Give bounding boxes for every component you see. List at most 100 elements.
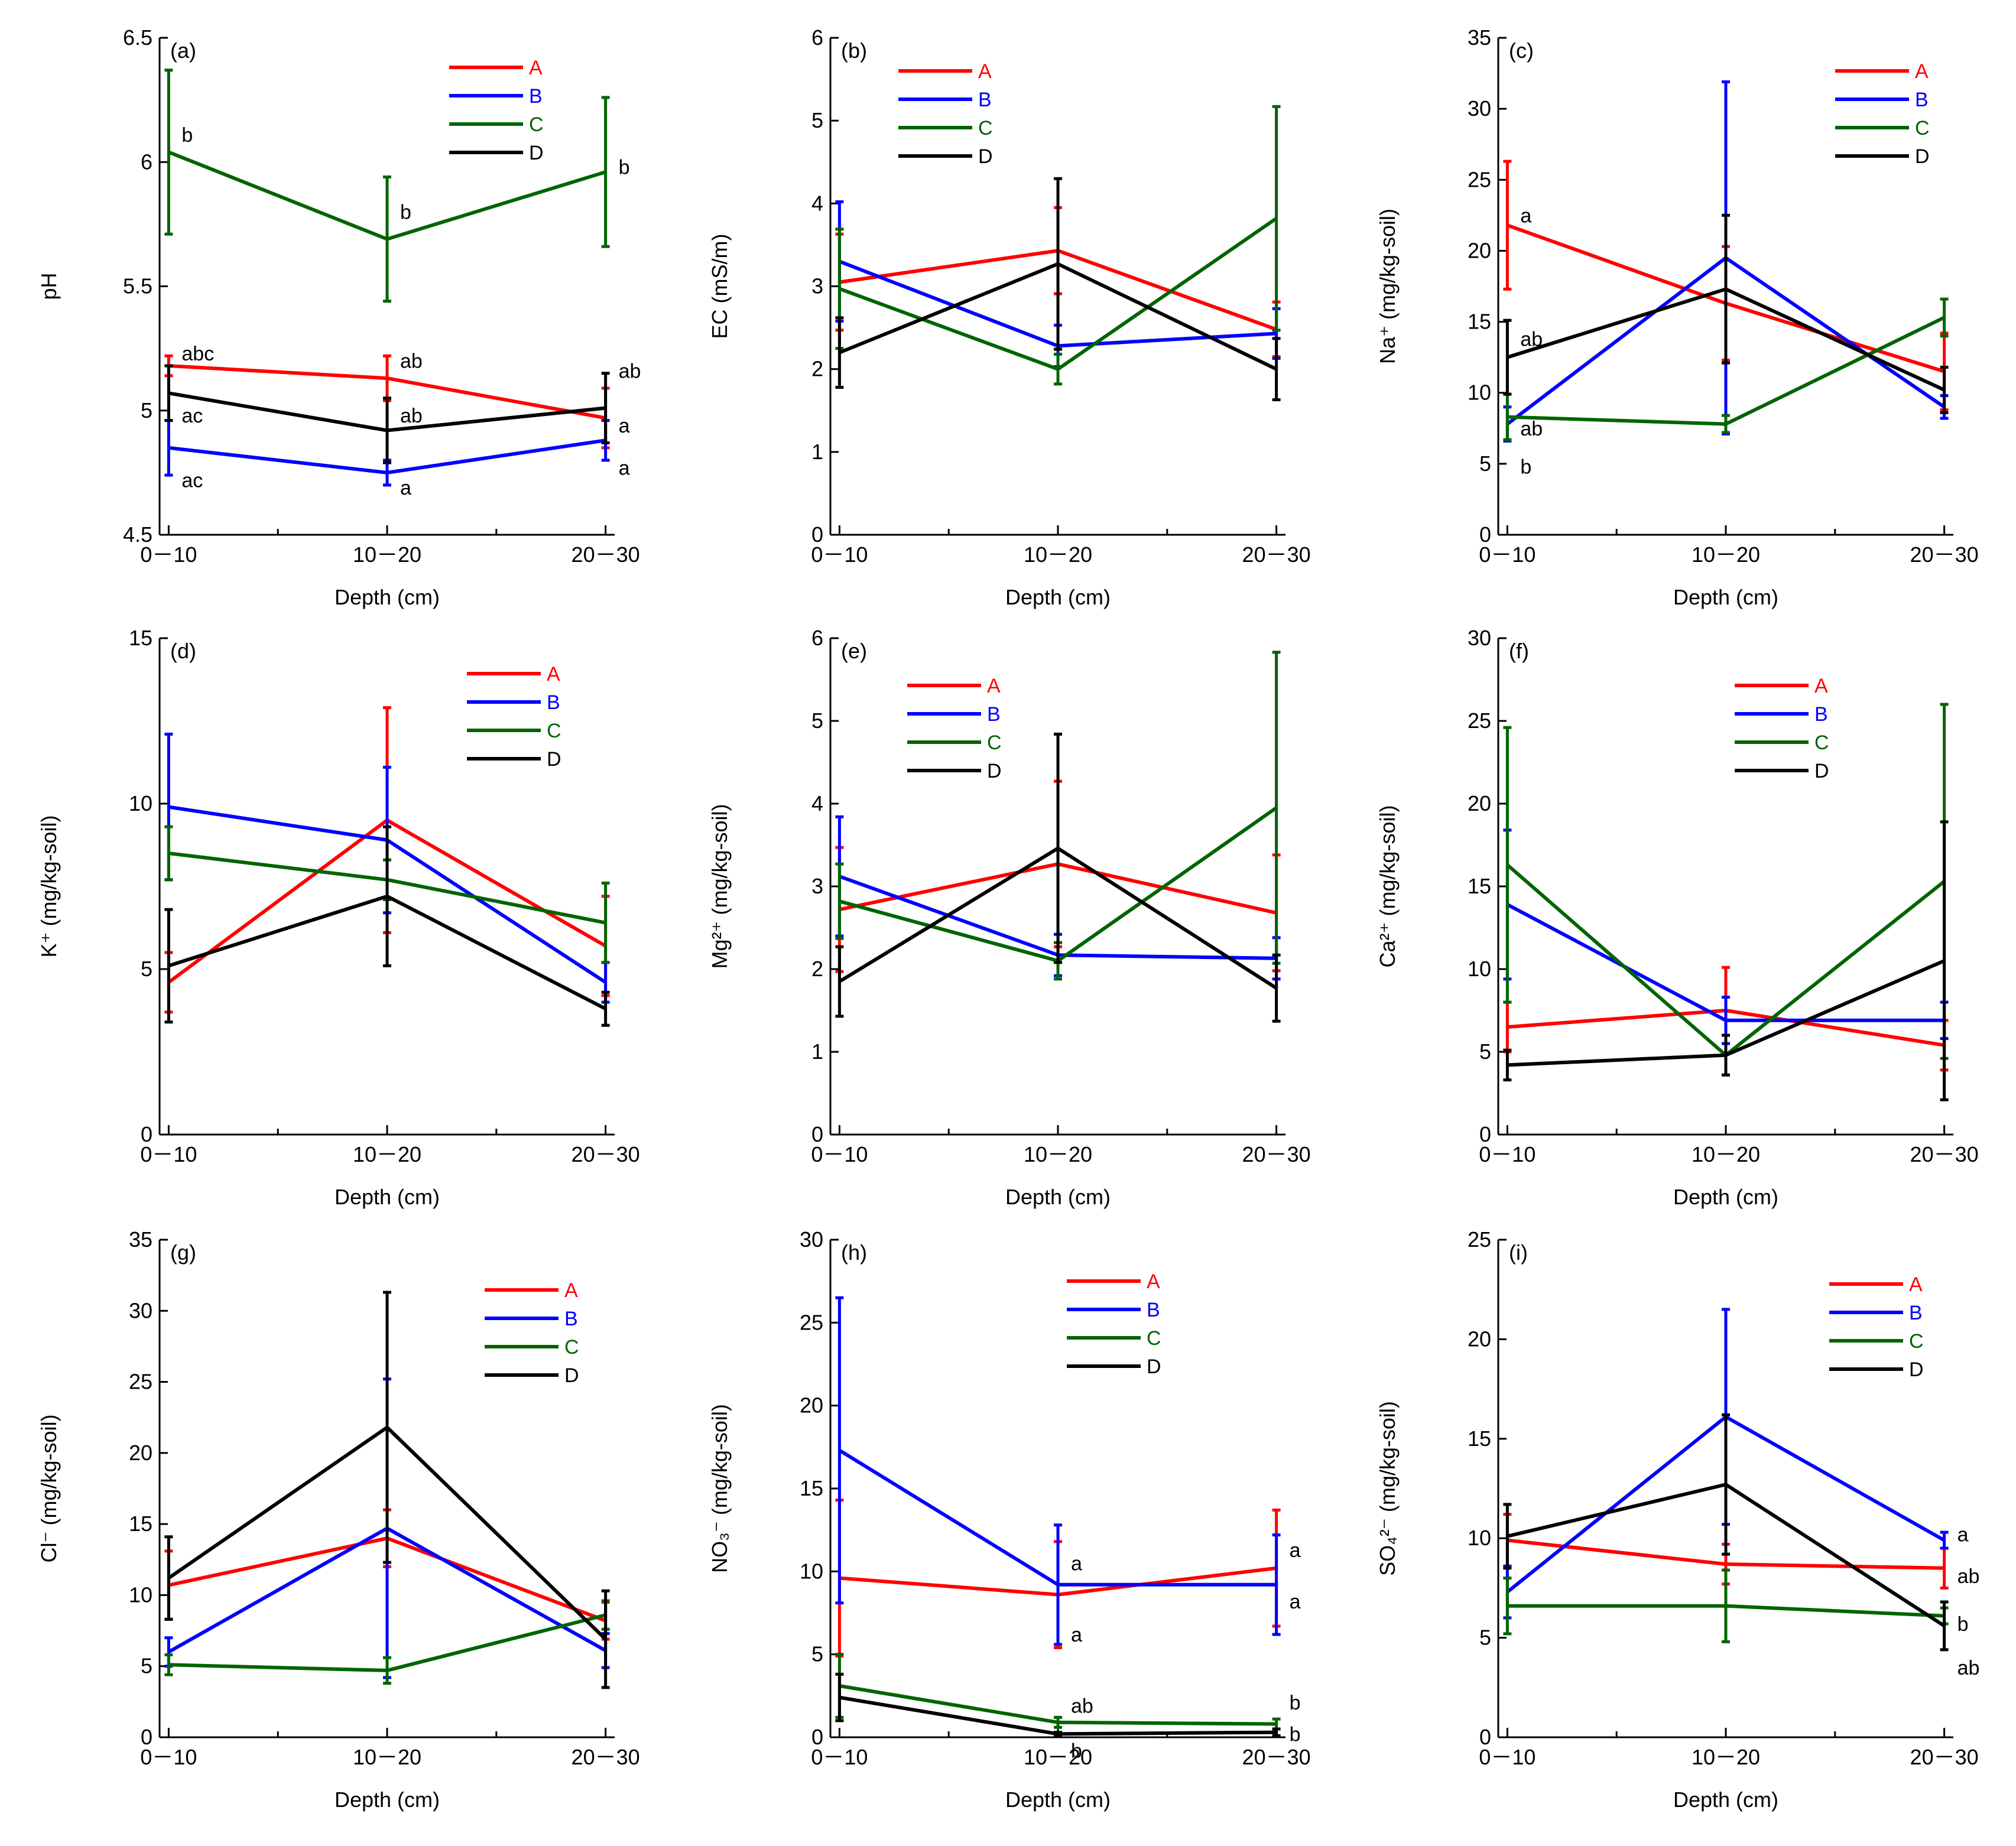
x-tick-label: 20－30 <box>1242 1745 1311 1769</box>
legend-label: A <box>1147 1270 1160 1293</box>
legend-label: D <box>564 1364 579 1387</box>
x-tick-label: 20－30 <box>1242 1142 1311 1166</box>
x-tick-label: 20－30 <box>1910 542 1979 567</box>
y-tick-label: 5.5 <box>123 274 152 298</box>
y-tick-label: 2 <box>811 357 823 381</box>
x-tick-label: 20－30 <box>1910 1142 1979 1166</box>
legend-label: B <box>1814 703 1828 726</box>
legend-label: D <box>1814 760 1829 782</box>
series-C <box>835 1653 1281 1731</box>
significance-letter: a <box>1520 204 1531 227</box>
y-tick-label: 15 <box>129 626 152 650</box>
x-tick-label: 10－20 <box>1692 1745 1760 1769</box>
x-tick-label: 10－20 <box>353 1142 421 1166</box>
legend-label: A <box>978 60 992 83</box>
significance-letter: b <box>619 157 630 179</box>
legend-label: A <box>564 1279 578 1302</box>
series-D <box>835 177 1281 402</box>
legend-label: B <box>1147 1299 1160 1321</box>
series-line <box>168 438 606 474</box>
x-tick-label: 0－10 <box>1479 542 1535 567</box>
x-tick-label: 0－10 <box>1479 1745 1535 1769</box>
significance-letter: ab <box>400 405 423 427</box>
y-tick-label: 25 <box>129 1370 152 1394</box>
y-tick-label: 25 <box>1468 167 1491 191</box>
y-tick-label: 5 <box>141 957 152 981</box>
series-line <box>168 391 606 433</box>
legend-label: B <box>1915 89 1929 111</box>
y-axis-title: SO₄²⁻ (mg/kg-soil) <box>1375 1401 1400 1576</box>
legend-label: C <box>978 117 993 139</box>
chart-panel-2: 0 1 2 3 4 5 6 0－10 10－20 20－30 Depth (cm) EC (mS/m)… <box>707 25 1311 609</box>
y-tick-label: 5 <box>141 398 152 422</box>
y-tick-label: 6 <box>141 150 152 174</box>
x-tick-label: 10－20 <box>353 1745 421 1769</box>
legend-label: A <box>1814 675 1828 697</box>
y-tick-label: 4.5 <box>123 522 152 547</box>
series-line <box>839 1684 1277 1726</box>
series-D <box>835 1672 1281 1737</box>
y-tick-label: 25 <box>1468 708 1491 733</box>
y-tick-label: 15 <box>129 1512 152 1536</box>
legend-label: A <box>529 57 543 79</box>
chart-panel-9: 0 5 10 15 20 25 0－10 10－20 20－30 Depth (cm) SO₄²⁻ … <box>1375 1227 1979 1812</box>
series-line <box>168 364 606 420</box>
y-tick-label: 3 <box>811 274 823 298</box>
legend-label: B <box>564 1308 578 1330</box>
panel-label: (f) <box>1509 639 1529 663</box>
y-axis-title: Cl⁻ (mg/kg-soil) <box>37 1414 61 1562</box>
x-tick-label: 20－30 <box>1910 1745 1979 1769</box>
significance-letter: a <box>1290 1591 1301 1613</box>
y-tick-label: 0 <box>141 1122 152 1146</box>
chart-panel-4: 0 5 10 15 0－10 10－20 20－30 Depth (cm) K⁺ (mg/kg-… <box>37 626 640 1209</box>
y-tick-label: 10 <box>1468 381 1491 405</box>
significance-letter: ab <box>1520 418 1543 440</box>
y-tick-label: 2 <box>811 957 823 981</box>
legend-label: B <box>529 85 543 108</box>
series-D <box>164 364 610 464</box>
panel-label: (d) <box>170 639 196 663</box>
y-tick-label: 4 <box>811 191 823 215</box>
significance-letter: b <box>1520 456 1531 479</box>
y-tick-label: 5 <box>1479 451 1491 476</box>
y-tick-label: 5 <box>811 708 823 733</box>
significance-letter: a <box>1071 1552 1082 1575</box>
significance-letter: ab <box>1957 1565 1980 1588</box>
y-tick-label: 0 <box>811 1725 823 1749</box>
legend-label: B <box>547 691 560 714</box>
significance-letter: abc <box>181 343 214 365</box>
series-line <box>1507 316 1945 426</box>
legend-label: C <box>987 732 1002 754</box>
x-tick-label: 0－10 <box>811 1745 868 1769</box>
y-tick-label: 3 <box>811 874 823 898</box>
y-tick-label: 5 <box>811 108 823 132</box>
x-tick-label: 0－10 <box>140 542 197 567</box>
legend-label: A <box>987 675 1001 697</box>
y-tick-label: 0 <box>1479 1122 1491 1146</box>
significance-letter: b <box>1290 1692 1301 1714</box>
y-tick-label: 25 <box>1468 1227 1491 1252</box>
significance-letter: ab <box>400 350 423 373</box>
y-tick-label: 25 <box>800 1310 823 1334</box>
significance-letter: b <box>181 124 193 147</box>
significance-letter: a <box>619 457 630 479</box>
chart-panel-6: 0 5 10 15 20 25 30 0－10 10－20 20－30 Depth (cm) Ca²⁺… <box>1375 626 1979 1209</box>
series-D <box>164 1291 610 1689</box>
y-axis-title: Ca²⁺ (mg/kg-soil) <box>1375 805 1400 967</box>
legend-label: C <box>1814 732 1829 754</box>
series-C <box>1503 1568 1949 1643</box>
series-line <box>838 1448 1277 1587</box>
y-tick-label: 20 <box>129 1441 152 1465</box>
x-tick-label: 20－30 <box>1242 542 1311 567</box>
panel-label: (e) <box>841 639 867 663</box>
y-tick-label: 20 <box>1468 1327 1491 1351</box>
legend-label: C <box>1915 117 1930 139</box>
panel-label: (g) <box>170 1240 196 1265</box>
y-tick-label: 1 <box>811 1039 823 1064</box>
significance-letter: ac <box>181 469 203 492</box>
